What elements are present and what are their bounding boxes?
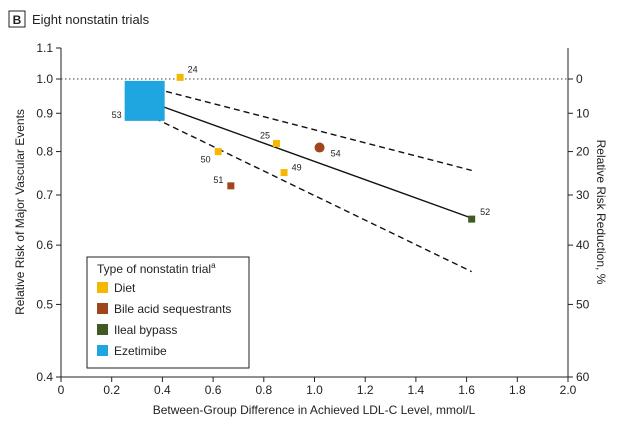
y2-tick-label: 30 bbox=[576, 188, 590, 202]
point-label: 53 bbox=[112, 110, 122, 120]
point-marker bbox=[176, 73, 184, 81]
y2-tick-label: 50 bbox=[576, 297, 590, 311]
panel-letter-box bbox=[8, 10, 26, 28]
y2-tick-label: 60 bbox=[576, 370, 590, 384]
point-label: 52 bbox=[480, 207, 490, 217]
y-tick-label: 0.8 bbox=[36, 145, 53, 159]
point-marker bbox=[280, 169, 288, 177]
ci-upper-line bbox=[136, 83, 472, 172]
y-tick-label: 0.9 bbox=[36, 106, 53, 120]
y-tick-label: 0.7 bbox=[36, 188, 53, 202]
y-tick-label: 0.6 bbox=[36, 238, 53, 252]
point-label: 24 bbox=[188, 64, 198, 74]
y2-tick-label: 40 bbox=[576, 238, 590, 252]
x-tick-label: 1.6 bbox=[458, 383, 475, 397]
legend: Type of nonstatin triala Diet Bile acid s… bbox=[86, 256, 250, 369]
data-points: 24 25 50 49 51 54 52 53 bbox=[112, 64, 490, 223]
y2-tick-label: 0 bbox=[576, 72, 583, 86]
legend-swatch bbox=[97, 324, 108, 335]
panel-title: Eight nonstatin trials bbox=[32, 12, 150, 27]
point-marker bbox=[214, 148, 222, 156]
legend-item-label: Diet bbox=[114, 281, 136, 295]
legend-box bbox=[86, 256, 250, 369]
point-marker bbox=[227, 182, 235, 190]
point-marker bbox=[272, 140, 280, 148]
x-tick-label: 2.0 bbox=[560, 383, 577, 397]
y-tick-label: 0.4 bbox=[36, 370, 53, 384]
ci-lower-line bbox=[136, 109, 472, 273]
legend-title: Type of nonstatin triala bbox=[97, 261, 216, 276]
x-tick-label: 1.4 bbox=[408, 383, 425, 397]
x-axis-label: Between-Group Difference in Achieved LDL… bbox=[153, 403, 476, 417]
x-tick-label: 0.2 bbox=[103, 383, 120, 397]
y-tick-label: 1.1 bbox=[36, 41, 53, 55]
legend-item-label: Bile acid sequestrants bbox=[114, 302, 231, 316]
point-label: 50 bbox=[201, 155, 211, 165]
point-marker bbox=[314, 142, 325, 153]
legend-item-label: Ezetimibe bbox=[114, 344, 167, 358]
y-tick-label: 1.0 bbox=[36, 72, 53, 86]
panel-letter: B bbox=[13, 13, 22, 27]
y2-tick-label: 20 bbox=[576, 145, 590, 159]
y-tick-label: 0.5 bbox=[36, 297, 53, 311]
legend-items: Diet Bile acid sequestrants Ileal bypass Ez… bbox=[97, 281, 231, 358]
legend-title-main: Type of nonstatin trial bbox=[97, 262, 211, 276]
y2-ticks: 0 10 20 30 40 50 60 bbox=[568, 72, 590, 384]
legend-swatch bbox=[97, 282, 108, 293]
x-tick-label: 0.4 bbox=[154, 383, 171, 397]
x-tick-label: 1.0 bbox=[306, 383, 323, 397]
y2-tick-label: 10 bbox=[576, 106, 590, 120]
legend-title-sup: a bbox=[211, 261, 216, 270]
point-marker bbox=[468, 215, 476, 223]
point-label: 51 bbox=[213, 175, 223, 185]
x-tick-label: 0 bbox=[58, 383, 65, 397]
point-label: 25 bbox=[260, 131, 270, 141]
x-tick-label: 0.8 bbox=[255, 383, 272, 397]
x-tick-label: 1.8 bbox=[509, 383, 526, 397]
legend-item-label: Ileal bypass bbox=[114, 323, 177, 337]
panel-header: B Eight nonstatin trials bbox=[8, 10, 150, 28]
point-marker bbox=[124, 80, 165, 121]
legend-swatch bbox=[97, 345, 108, 356]
point-label: 54 bbox=[331, 149, 341, 159]
point-label: 49 bbox=[292, 163, 302, 173]
x-tick-label: 1.2 bbox=[357, 383, 374, 397]
fit-line bbox=[136, 96, 472, 219]
legend-swatch bbox=[97, 303, 108, 314]
y-ticks: 0.4 0.5 0.6 0.7 0.8 0.9 1.0 1.1 bbox=[36, 41, 61, 384]
y2-axis-label: Relative Risk Reduction, % bbox=[594, 140, 608, 285]
x-ticks: 0 0.2 0.4 0.6 0.8 1.0 1.2 1.4 1.6 1.8 2.0 bbox=[58, 377, 577, 397]
x-tick-label: 0.6 bbox=[205, 383, 222, 397]
y-axis-label: Relative Risk of Major Vascular Events bbox=[13, 109, 27, 315]
